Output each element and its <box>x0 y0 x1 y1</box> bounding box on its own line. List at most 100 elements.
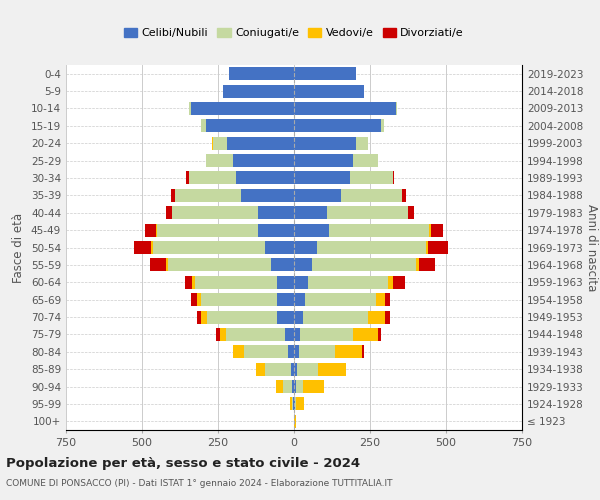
Bar <box>227 136 294 149</box>
Bar <box>295 398 296 410</box>
Bar <box>171 189 175 202</box>
Bar <box>185 276 192 289</box>
Bar <box>241 189 294 202</box>
Bar <box>294 258 312 272</box>
Bar <box>195 276 277 289</box>
Bar <box>277 310 294 324</box>
Bar <box>300 328 353 341</box>
Bar <box>257 224 294 236</box>
Bar <box>149 258 166 272</box>
Bar <box>368 310 385 324</box>
Bar <box>294 293 305 306</box>
Bar <box>303 310 368 324</box>
Bar <box>431 224 443 236</box>
Bar <box>206 154 233 167</box>
Bar <box>303 380 325 393</box>
Bar <box>426 241 428 254</box>
Bar <box>294 67 356 80</box>
Bar <box>191 102 294 115</box>
Bar <box>294 136 356 149</box>
Bar <box>388 276 393 289</box>
Bar <box>197 293 201 306</box>
Bar <box>296 398 304 410</box>
Bar <box>308 276 388 289</box>
Y-axis label: Fasce di età: Fasce di età <box>13 212 25 282</box>
Bar <box>393 276 405 289</box>
Bar <box>223 84 294 98</box>
Bar <box>214 136 227 149</box>
Bar <box>233 346 244 358</box>
Bar <box>166 258 168 272</box>
Bar <box>294 362 297 376</box>
Bar <box>385 310 390 324</box>
Bar <box>226 328 285 341</box>
Bar <box>312 258 416 272</box>
Bar <box>293 398 294 410</box>
Bar <box>428 241 448 254</box>
Bar <box>277 276 294 289</box>
Bar <box>328 206 408 220</box>
Bar <box>201 293 277 306</box>
Bar <box>294 224 329 236</box>
Bar <box>341 189 402 202</box>
Bar <box>292 398 293 410</box>
Bar <box>294 398 295 410</box>
Bar <box>294 172 350 184</box>
Bar <box>296 380 303 393</box>
Bar <box>393 172 394 184</box>
Bar <box>256 362 265 376</box>
Bar <box>152 241 265 254</box>
Bar <box>294 189 341 202</box>
Bar <box>294 310 303 324</box>
Bar <box>350 172 393 184</box>
Bar <box>229 67 294 80</box>
Bar <box>201 310 208 324</box>
Bar <box>285 328 294 341</box>
Bar <box>157 224 257 236</box>
Bar <box>335 346 362 358</box>
Bar <box>419 258 436 272</box>
Bar <box>362 346 364 358</box>
Bar <box>191 293 197 306</box>
Bar <box>166 206 172 220</box>
Bar <box>212 136 214 149</box>
Bar <box>380 120 383 132</box>
Bar <box>292 380 294 393</box>
Bar <box>294 415 296 428</box>
Bar <box>265 362 291 376</box>
Bar <box>408 206 414 220</box>
Bar <box>233 154 294 167</box>
Bar <box>271 258 294 272</box>
Bar <box>294 380 296 393</box>
Text: COMUNE DI PONSACCO (PI) - Dati ISTAT 1° gennaio 2024 - Elaborazione TUTTITALIA.I: COMUNE DI PONSACCO (PI) - Dati ISTAT 1° … <box>6 479 392 488</box>
Bar <box>208 310 277 324</box>
Bar <box>294 120 380 132</box>
Bar <box>220 328 226 341</box>
Bar <box>305 293 376 306</box>
Bar <box>299 346 335 358</box>
Bar <box>257 206 294 220</box>
Bar <box>319 362 346 376</box>
Bar <box>277 293 294 306</box>
Bar <box>265 241 294 254</box>
Bar <box>396 102 397 115</box>
Bar <box>353 328 377 341</box>
Bar <box>134 241 151 254</box>
Bar <box>145 224 155 236</box>
Bar <box>189 102 191 115</box>
Bar <box>288 346 294 358</box>
Bar <box>294 328 300 341</box>
Legend: Celibi/Nubili, Coniugati/e, Vedovi/e, Divorziati/e: Celibi/Nubili, Coniugati/e, Vedovi/e, Di… <box>119 23 469 43</box>
Bar <box>276 380 283 393</box>
Bar <box>356 136 368 149</box>
Bar <box>290 398 292 410</box>
Bar <box>353 154 377 167</box>
Bar <box>217 328 220 341</box>
Bar <box>329 224 429 236</box>
Bar <box>294 206 328 220</box>
Bar <box>175 189 241 202</box>
Bar <box>385 293 390 306</box>
Bar <box>377 328 380 341</box>
Y-axis label: Anni di nascita: Anni di nascita <box>584 204 598 291</box>
Bar <box>192 276 195 289</box>
